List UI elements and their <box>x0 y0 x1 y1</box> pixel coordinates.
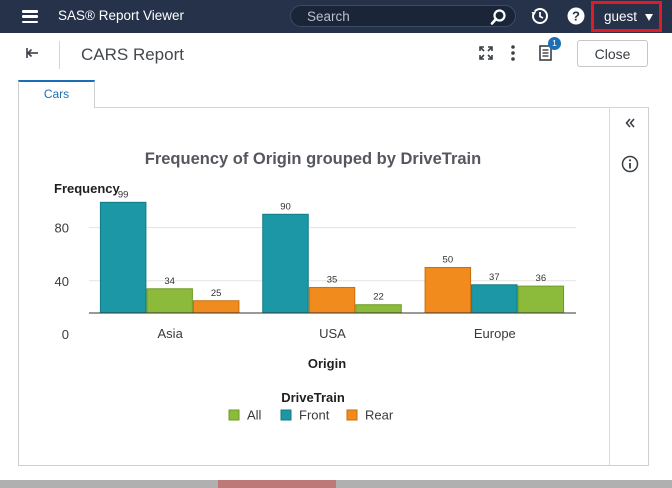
search-input[interactable] <box>307 8 477 24</box>
legend-title: DriveTrain <box>281 390 345 405</box>
data-label-asia-front: 99 <box>118 189 129 200</box>
bar-usa-rear <box>308 286 356 314</box>
x-axis-label: Origin <box>308 356 346 371</box>
report-content-frame: Frequency of Origin grouped by DriveTrai… <box>18 108 649 466</box>
data-label-europe-front: 37 <box>489 272 500 283</box>
y-tick-label-0: 0 <box>62 327 69 342</box>
app-title: SAS® Report Viewer <box>58 8 185 23</box>
legend-swatch-all <box>228 409 240 421</box>
report-title: CARS Report <box>81 45 184 64</box>
data-label-usa-all: 22 <box>373 292 384 303</box>
data-label-asia-rear: 25 <box>211 288 222 299</box>
bar-usa-all <box>355 304 402 314</box>
alerts-count-badge[interactable]: 1 <box>548 37 561 50</box>
side-panel <box>609 108 649 465</box>
help-icon[interactable]: ? <box>566 6 586 26</box>
tab-strip-divider <box>18 107 649 108</box>
legend-swatch-front <box>280 409 292 421</box>
header-divider <box>59 41 60 69</box>
bar-europe-front <box>471 284 518 314</box>
svg-text:?: ? <box>572 9 580 24</box>
y-tick-label-1: 40 <box>55 274 69 289</box>
search-icon[interactable] <box>489 8 507 26</box>
bar-chart: Frequency of Origin grouped by DriveTrai… <box>19 108 608 465</box>
close-button[interactable]: Close <box>577 40 648 67</box>
legend-label-all: All <box>247 408 262 423</box>
chart-canvas: Frequency of Origin grouped by DriveTrai… <box>54 150 576 423</box>
legend-swatch-rear <box>346 409 358 421</box>
legend-label-front: Front <box>299 408 330 423</box>
more-options-icon[interactable] <box>506 44 520 62</box>
bottom-strip <box>0 480 672 488</box>
bar-asia-all <box>146 288 193 314</box>
user-menu[interactable]: guest <box>591 1 662 32</box>
data-label-europe-rear: 50 <box>443 255 454 266</box>
y-tick-label-2: 80 <box>55 221 69 236</box>
caret-down-icon <box>645 14 653 21</box>
bar-europe-all <box>517 285 565 314</box>
report-area: CARS Report 1 Close Cars Frequency of Or… <box>0 33 672 480</box>
hamburger-menu-icon[interactable] <box>22 10 38 24</box>
alerts-icon[interactable] <box>537 41 561 63</box>
legend-label-rear: Rear <box>365 408 394 423</box>
x-tick-label-0: Asia <box>158 326 184 341</box>
bar-asia-front <box>99 201 147 314</box>
bar-europe-rear <box>424 267 472 314</box>
data-label-usa-rear: 35 <box>327 274 338 285</box>
tab-cars[interactable]: Cars <box>18 80 95 108</box>
data-label-europe-all: 36 <box>536 273 547 284</box>
bar-asia-rear <box>192 300 240 314</box>
data-label-asia-all: 34 <box>164 276 175 287</box>
chart-title: Frequency of Origin grouped by DriveTrai… <box>145 150 481 168</box>
data-label-usa-front: 90 <box>280 201 291 212</box>
x-tick-label-2: Europe <box>474 326 516 341</box>
search-box[interactable] <box>290 5 516 27</box>
y-axis-label: Frequency <box>54 181 121 196</box>
app-bar: SAS® Report Viewer ? guest <box>0 0 672 33</box>
history-icon[interactable] <box>530 6 550 26</box>
info-icon[interactable] <box>621 155 639 173</box>
x-tick-label-1: USA <box>319 326 346 341</box>
user-name: guest <box>604 9 638 24</box>
back-icon[interactable] <box>24 45 40 61</box>
bar-usa-front <box>262 213 309 314</box>
expand-icon[interactable] <box>478 45 494 61</box>
collapse-panel-icon[interactable] <box>622 116 638 130</box>
